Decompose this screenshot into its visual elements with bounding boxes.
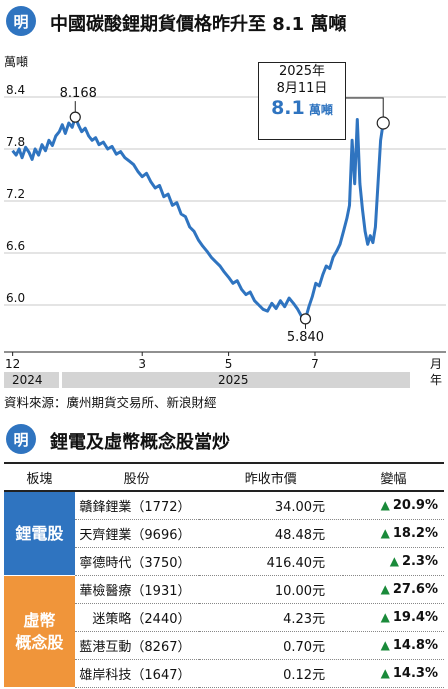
stock-price: 0.12元 [198, 659, 344, 688]
year-bar-2024 [4, 372, 59, 388]
y-tick-label: 7.8 [6, 135, 25, 149]
change-value: 2.3% [401, 554, 438, 569]
annotation-marker [299, 313, 312, 325]
year-bar-2025 [62, 372, 410, 388]
change-value: 18.2% [392, 526, 438, 541]
x-tick-label: 3 [138, 357, 146, 371]
stock-name: 寧德時代（3750） [74, 547, 199, 576]
change-value: 27.6% [392, 582, 438, 597]
table-row: 雄岸科技（1647） 0.12元 ▲ 14.3% [4, 659, 444, 688]
change-value: 14.3% [392, 666, 438, 681]
callout-marker [376, 116, 390, 130]
stock-price: 48.48元 [198, 519, 344, 548]
header-change: 變幅 [343, 462, 444, 492]
up-triangle-icon: ▲ [389, 554, 399, 568]
change-value: 14.8% [392, 638, 438, 653]
callout-unit: 萬噸 [308, 103, 333, 117]
y-tick-label: 7.2 [6, 187, 25, 201]
stock-price: 10.00元 [198, 575, 344, 604]
stock-name: 迷策略（2440） [74, 603, 199, 632]
stock-change: ▲ 2.3% [343, 547, 444, 576]
header-price: 昨收市價 [198, 462, 344, 492]
annotation-label: 5.840 [287, 330, 324, 345]
callout-year: 2025年 [278, 64, 326, 79]
latest-price-callout: 2025年 8月11日 8.1 萬噸 [258, 62, 346, 140]
x-axis-month-label: 月 [430, 357, 442, 371]
up-triangle-icon: ▲ [380, 610, 390, 624]
stock-price: 34.00元 [198, 491, 344, 520]
year-label-2025: 2025 [218, 373, 249, 387]
price-line-chart: 萬噸 8.4 7.8 7.2 6.6 6.0 12 3 5 7 月 8.168 5.840 [4, 55, 446, 371]
up-triangle-icon: ▲ [380, 666, 390, 680]
year-label-2024: 2024 [12, 373, 43, 387]
x-tick-label: 12 [5, 357, 20, 371]
y-axis-unit-label: 萬噸 [4, 55, 28, 69]
stock-price: 0.70元 [198, 631, 344, 660]
annotation-label: 8.168 [60, 86, 97, 101]
stock-name: 藍港互動（8267） [74, 631, 199, 660]
change-value: 20.9% [392, 498, 438, 513]
x-tick-label: 7 [311, 357, 319, 371]
callout-value: 8.1 [271, 97, 305, 119]
stocks-table: 板塊 股份 昨收市價 變幅 鋰電股 贛鋒鋰業（1772） 34.00元 ▲ 20.… [4, 462, 444, 688]
up-triangle-icon: ▲ [380, 638, 390, 652]
header-sector: 板塊 [4, 462, 75, 492]
callout-leader [344, 97, 384, 117]
table-row: 虛幣 概念股 華檢醫療（1931） 10.00元 ▲ 27.6% [4, 575, 444, 688]
y-tick-label: 6.6 [6, 239, 25, 253]
table-row: 迷策略（2440） 4.23元 ▲ 19.4% [4, 603, 444, 632]
stock-name: 華檢醫療（1931） [74, 575, 199, 604]
stock-change: ▲ 27.6% [343, 575, 444, 604]
sector-crypto-line2: 概念股 [15, 632, 64, 652]
ming-badge-icon-2: 明 [6, 424, 36, 454]
table-row: 天齊鋰業（9696） 48.48元 ▲ 18.2% [4, 519, 444, 548]
x-tick-label: 5 [225, 357, 233, 371]
y-tick-label: 8.4 [6, 83, 25, 97]
sector-lithium: 鋰電股 [4, 491, 75, 576]
callout-value-line: 8.1 萬噸 [259, 97, 345, 121]
source-note: 資料來源：廣州期貨交易所、新浪財經 [4, 395, 217, 410]
year-unit-label: 年 [430, 373, 443, 387]
ming-badge-icon: 明 [6, 6, 36, 36]
change-value: 19.4% [392, 610, 438, 625]
stock-change: ▲ 19.4% [343, 603, 444, 632]
stock-change: ▲ 18.2% [343, 519, 444, 548]
callout-date: 8月11日 [276, 81, 328, 96]
stock-name: 雄岸科技（1647） [74, 659, 199, 688]
up-triangle-icon: ▲ [380, 526, 390, 540]
table-row: 鋰電股 贛鋒鋰業（1772） 34.00元 ▲ 20.9% [4, 491, 444, 576]
stock-change: ▲ 20.9% [343, 491, 444, 520]
stock-change: ▲ 14.3% [343, 659, 444, 688]
stock-price: 4.23元 [198, 603, 344, 632]
series-line [11, 115, 385, 321]
up-triangle-icon: ▲ [380, 498, 390, 512]
sector-crypto-line1: 虛幣 [23, 610, 56, 630]
table-title: 鋰電及虛幣概念股當炒 [50, 432, 230, 453]
y-tick-label: 6.0 [6, 291, 25, 305]
chart-title: 中國碳酸鋰期貨價格昨升至 8.1 萬噸 [50, 14, 347, 35]
stock-name: 天齊鋰業（9696） [74, 519, 199, 548]
up-triangle-icon: ▲ [380, 582, 390, 596]
sector-crypto: 虛幣 概念股 [4, 575, 75, 688]
table-row: 藍港互動（8267） 0.70元 ▲ 14.8% [4, 631, 444, 660]
annotation-marker [69, 111, 81, 123]
table-row: 寧德時代（3750） 416.40元 ▲ 2.3% [4, 547, 444, 576]
stock-change: ▲ 14.8% [343, 631, 444, 660]
stock-price: 416.40元 [198, 547, 344, 576]
table-header-row: 板塊 股份 昨收市價 變幅 [4, 462, 444, 492]
stock-name: 贛鋒鋰業（1772） [74, 491, 199, 520]
header-stock: 股份 [74, 462, 199, 492]
